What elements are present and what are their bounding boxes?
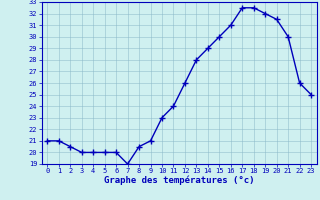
X-axis label: Graphe des températures (°c): Graphe des températures (°c) bbox=[104, 176, 254, 185]
